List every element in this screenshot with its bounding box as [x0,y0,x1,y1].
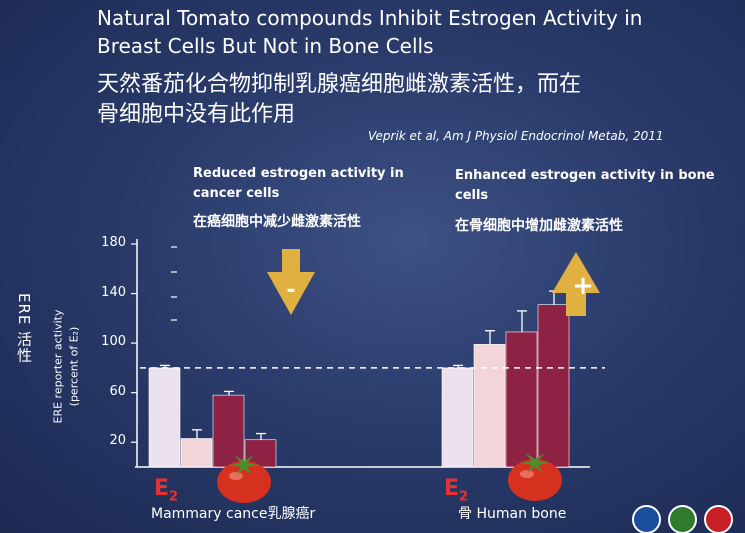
title-zh-line-1: 天然番茄化合物抑制乳腺癌细胞雌激素活性，而在 [97,72,582,97]
plus-sign: + [572,271,594,301]
minus-sign: - [286,278,295,303]
y-axis-label-1: ERE reporter activity [51,309,65,424]
bar [180,438,213,468]
y-tick-label: 180 [101,235,126,250]
annotation-left-en: Reduced estrogen activity in cancer cell… [193,166,404,201]
tomato-left-icon [217,455,271,503]
up-arrow-icon: + [552,252,600,316]
annotation-right-zh: 在骨细胞中增加雌激素活性 [455,218,623,234]
p-logo-icon [704,505,733,533]
title-en-line-1: Natural Tomato compounds Inhibit Estroge… [97,6,643,30]
group-label-left: Mammary cance乳腺癌r [151,506,316,522]
y-tick-label: 100 [101,334,126,350]
bar [441,367,474,468]
bar [212,394,245,468]
title-en-line-2: Breast Cells But Not in Bone Cells [97,34,434,58]
citation: Veprik et al, Am J Physiol Endocrinol Me… [368,129,664,143]
molecule-logo-icon [632,505,661,533]
title-zh-line-2: 骨细胞中没有此作用 [97,102,296,127]
y-tick-label: 60 [109,383,126,399]
bar [505,331,538,468]
bars-layer [148,290,570,468]
tomato-right-icon [508,453,562,501]
leaf-logo-icon [668,505,697,533]
y-axis-label-2: (percent of E₂) [67,326,81,407]
annotation-left-zh: 在癌细胞中减少雌激素活性 [193,214,361,230]
bar [148,367,181,468]
e2-label-left: E2 [154,476,179,505]
down-arrow-icon: - [267,249,315,315]
y-tick-label: 140 [101,284,126,300]
e2-label-right: E2 [444,476,469,505]
annotation-right-en: Enhanced estrogen activity in bone cells [455,168,715,203]
bar [473,344,506,468]
y-tick-label: 20 [109,433,126,449]
bar [537,304,570,468]
group-label-right: 骨 Human bone [458,506,567,522]
side-label: ERE 活性 [15,293,33,364]
